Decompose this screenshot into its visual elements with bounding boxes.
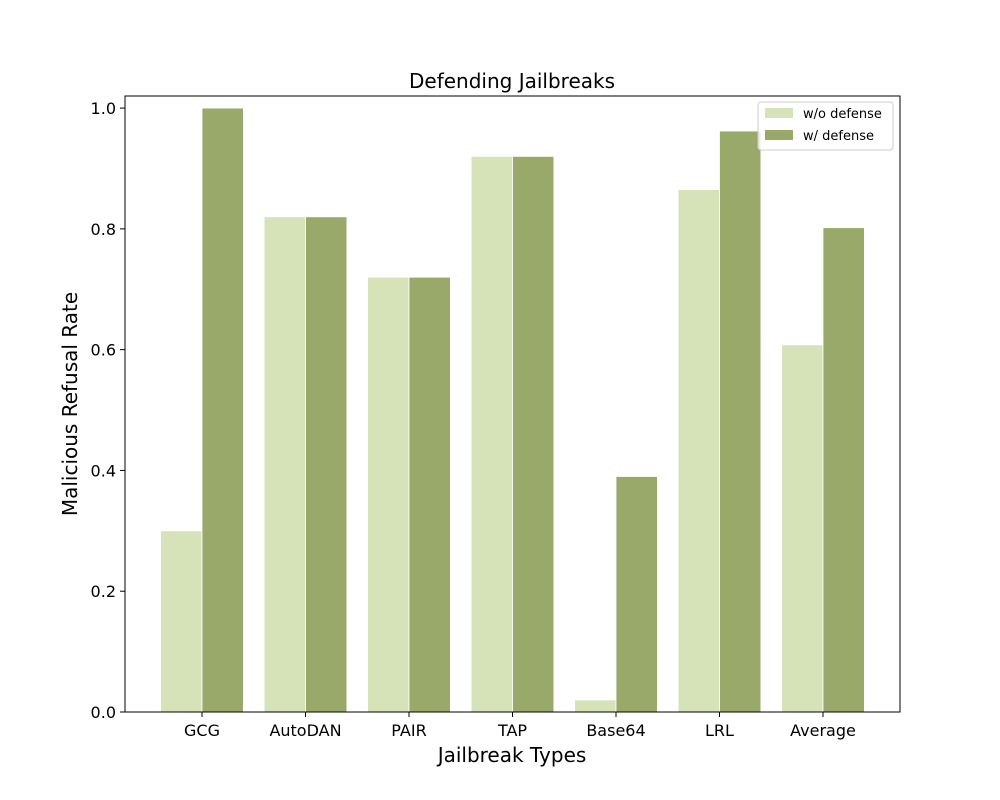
bar-autodan-w-o-defense xyxy=(263,216,306,713)
y-tick-label: 0.8 xyxy=(91,220,116,239)
x-axis-label: Jailbreak Types xyxy=(436,743,587,767)
y-tick-label: 0.4 xyxy=(91,461,116,480)
y-axis-label: Malicious Refusal Rate xyxy=(58,292,82,516)
bar-tap-w-o-defense xyxy=(470,155,513,713)
legend-label-w-defense: w/ defense xyxy=(803,129,874,144)
bar-base64-w-o-defense xyxy=(574,699,617,713)
x-axis: GCG AutoDAN PAIR TAP Base64 LRL Average xyxy=(184,712,856,740)
x-tick-label-base64: Base64 xyxy=(586,721,645,740)
y-axis: 0.0 0.2 0.4 0.6 0.8 1.0 xyxy=(91,99,125,722)
y-tick-label: 1.0 xyxy=(91,99,116,118)
bar-pair-w-defense xyxy=(408,276,451,713)
bar-lrl-w-defense xyxy=(719,130,762,713)
bar-pair-w-o-defense xyxy=(367,276,410,713)
x-tick-label-tap: TAP xyxy=(497,721,527,740)
x-tick-label-lrl: LRL xyxy=(705,721,734,740)
legend: w/o defense w/ defense xyxy=(757,101,894,151)
x-tick-label-gcg: GCG xyxy=(184,721,220,740)
x-tick-label-autodan: AutoDAN xyxy=(269,721,341,740)
plot-frame xyxy=(124,95,901,713)
bar-average-w-defense xyxy=(822,227,865,713)
y-tick-label: 0.0 xyxy=(91,703,116,722)
bar-average-w-o-defense xyxy=(781,344,824,713)
bar-autodan-w-defense xyxy=(305,216,348,713)
x-tick-label-average: Average xyxy=(790,721,856,740)
legend-label-wo-defense: w/o defense xyxy=(803,107,882,122)
chart-title: Defending Jailbreaks xyxy=(409,69,615,93)
bar-gcg-w-o-defense xyxy=(160,530,203,713)
bar-gcg-w-defense xyxy=(201,107,244,713)
y-tick-label: 0.2 xyxy=(91,582,116,601)
bar-tap-w-defense xyxy=(512,155,555,713)
legend-swatch-wo-defense xyxy=(765,108,793,118)
bars-group xyxy=(160,107,865,713)
y-tick-label: 0.6 xyxy=(91,341,116,360)
legend-swatch-w-defense xyxy=(765,130,793,140)
bar-lrl-w-o-defense xyxy=(677,189,720,713)
x-tick-label-pair: PAIR xyxy=(391,721,426,740)
bar-base64-w-defense xyxy=(615,476,658,713)
